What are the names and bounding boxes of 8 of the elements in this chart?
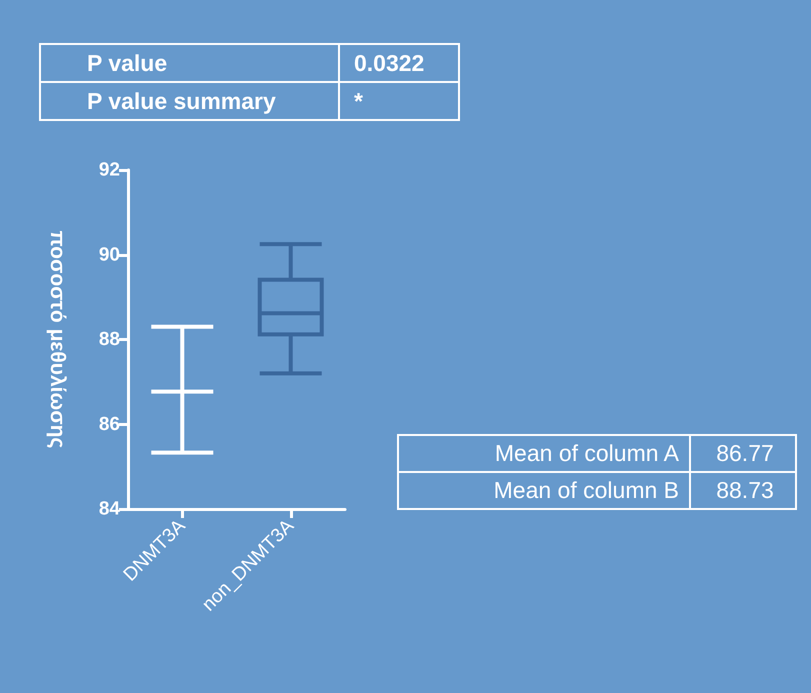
y-tick-label: 90 [98,244,120,266]
y-axis-title: ποσοστό μεθυλίωσης [46,230,69,448]
table-frame: P value 0.0322 P value summary * [39,43,460,121]
y-tick-label: 92 [98,160,120,180]
y-tick-label: 86 [98,414,120,435]
y-tick-label: 88 [98,329,120,350]
table-frame: Mean of column A 86.77 Mean of column B 88.73 [397,434,797,510]
y-tick-label: 84 [98,498,120,520]
